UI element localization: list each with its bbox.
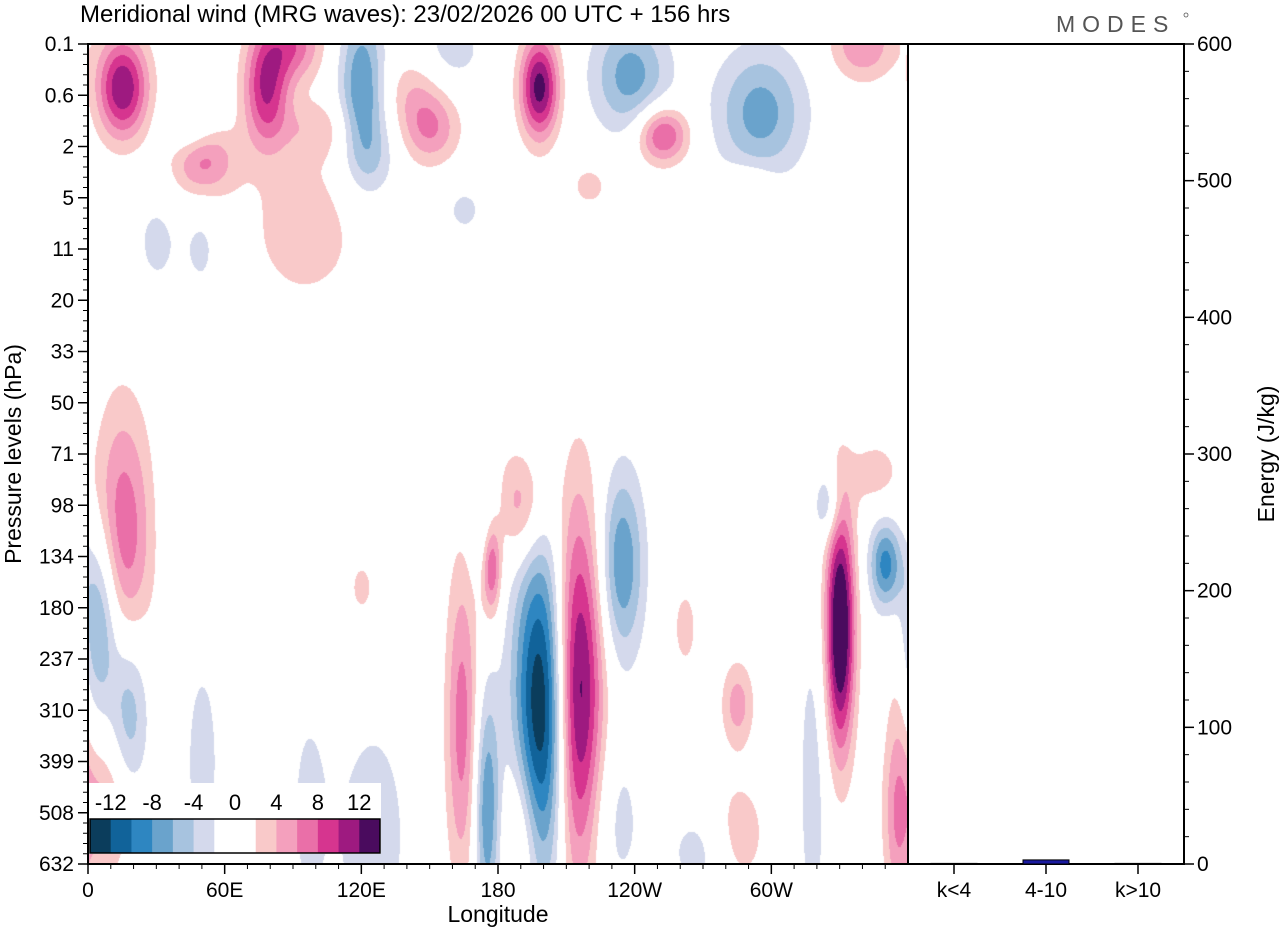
longitude-tick-label: 120E xyxy=(337,879,386,902)
energy-category-label: 4-10 xyxy=(1025,879,1067,902)
colorbar-swatch xyxy=(359,819,381,853)
pressure-tick-label: 50 xyxy=(51,392,74,415)
energy-bar xyxy=(930,862,978,865)
colorbar-swatch xyxy=(276,819,298,853)
colorbar-label: -12 xyxy=(95,790,127,815)
colorbar-frame xyxy=(89,818,381,854)
pressure-tick-label: 632 xyxy=(39,853,74,876)
energy-tick-label: 0 xyxy=(1197,853,1209,876)
longitude-tick-label: 60W xyxy=(750,879,793,902)
pressure-tick-label: 33 xyxy=(51,341,74,364)
pressure-tick-label: 2 xyxy=(62,136,74,159)
colorbar-swatch xyxy=(193,819,215,853)
energy-axis: 0 100 200 300 400 500 600 xyxy=(1184,33,1232,876)
colorbar-swatch xyxy=(131,819,153,853)
pressure-tick-label: 11 xyxy=(52,238,74,261)
colorbar-swatch xyxy=(152,819,174,853)
colorbar-swatch xyxy=(255,819,277,853)
energy-tick-label: 400 xyxy=(1197,306,1232,329)
chart-title: Meridional wind (MRG waves): 23/02/2026 … xyxy=(80,1,730,28)
energy-tick-label: 200 xyxy=(1197,580,1232,603)
pressure-tick-label: 0.6 xyxy=(45,84,74,107)
pressure-tick-label: 399 xyxy=(39,751,74,774)
wind-heatmap xyxy=(88,44,908,864)
energy-category-label: k>10 xyxy=(1115,879,1161,902)
energy-tick-label: 300 xyxy=(1197,443,1232,466)
colorbar-swatch xyxy=(235,819,257,853)
colorbar-label: 0 xyxy=(229,790,241,815)
pressure-tick-label: 71 xyxy=(51,443,74,466)
pressure-tick-label: 508 xyxy=(39,802,74,825)
colorbar: -12 -8 -4 0 4 8 12 xyxy=(89,783,381,854)
energy-category-label: k<4 xyxy=(937,879,972,902)
logo-registered-mark xyxy=(1183,12,1189,18)
energy-panel-frame xyxy=(907,43,1185,865)
pressure-axis: 0.1 0.6 2 5 11 20 33 50 71 98 134 180 237 310 399 508 63… xyxy=(39,33,88,876)
energy-bar xyxy=(1022,859,1070,865)
colorbar-label: 4 xyxy=(270,790,282,815)
energy-bar xyxy=(1114,862,1162,865)
energy-tick-label: 100 xyxy=(1197,716,1232,739)
modes-logo: MODES xyxy=(1056,11,1175,37)
x-axis-label: Longitude xyxy=(447,901,548,927)
pressure-tick-label: 134 xyxy=(39,546,74,569)
colorbar-swatch xyxy=(172,819,195,853)
pressure-tick-label: 237 xyxy=(39,648,74,671)
colorbar-swatch xyxy=(90,819,112,853)
colorbar-swatch xyxy=(297,819,319,853)
colorbar-swatch xyxy=(110,819,132,853)
colorbar-swatch xyxy=(317,819,340,853)
y-axis-label: Pressure levels (hPa) xyxy=(0,344,26,564)
pressure-tick-label: 0.1 xyxy=(45,33,74,56)
longitude-tick-label: 0 xyxy=(82,879,94,902)
longitude-tick-label: 60E xyxy=(206,879,243,902)
pressure-tick-label: 310 xyxy=(39,699,74,722)
pressure-tick-label: 5 xyxy=(62,187,74,210)
colorbar-swatch xyxy=(338,819,360,853)
colorbar-label: -4 xyxy=(184,790,204,815)
colorbar-label: 8 xyxy=(312,790,324,815)
energy-axis-label: Energy (J/kg) xyxy=(1253,386,1279,523)
pressure-tick-label: 20 xyxy=(51,289,74,312)
colorbar-swatch xyxy=(214,819,236,853)
energy-categories: k<4 4-10 k>10 xyxy=(937,864,1161,902)
longitude-tick-label: 180 xyxy=(480,879,515,902)
energy-tick-label: 500 xyxy=(1197,170,1232,193)
colorbar-label: -8 xyxy=(142,790,162,815)
colorbar-label: 12 xyxy=(347,790,371,815)
pressure-tick-label: 180 xyxy=(39,597,74,620)
longitude-axis: 0 60E 120E 180 120W 60W xyxy=(82,864,886,902)
longitude-tick-label: 120W xyxy=(607,879,662,902)
pressure-tick-label: 98 xyxy=(51,494,74,517)
energy-tick-label: 600 xyxy=(1197,33,1232,56)
